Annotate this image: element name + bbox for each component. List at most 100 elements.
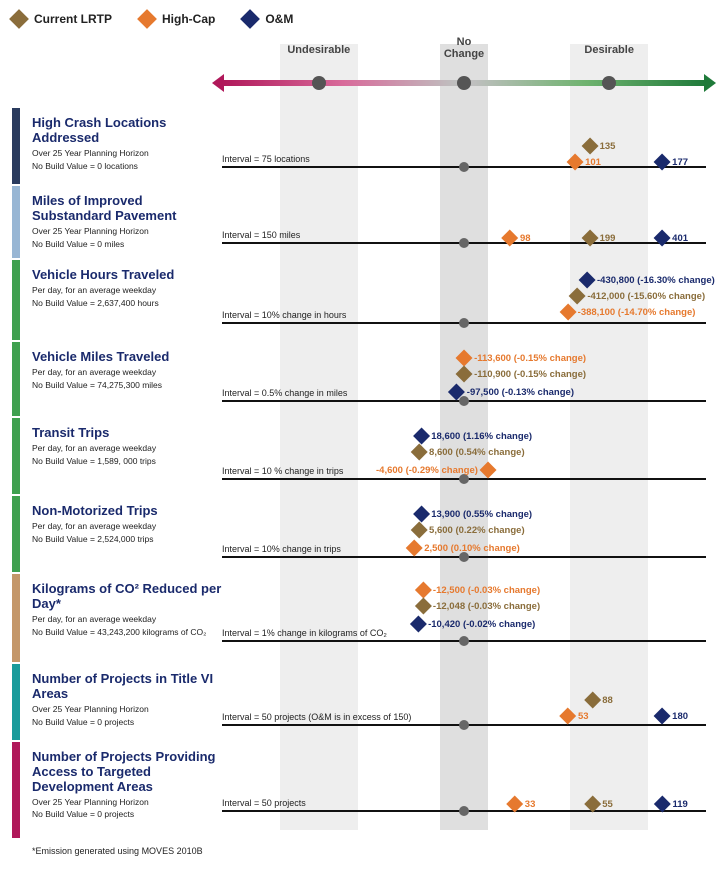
interval-label: Interval = 0.5% change in miles — [222, 388, 347, 398]
category-bar — [12, 418, 20, 494]
highcap-diamond-icon — [456, 350, 473, 367]
lrtp-diamond-icon — [581, 230, 598, 247]
lrtp-diamond-icon — [569, 288, 586, 305]
axis-tick-icon — [312, 76, 326, 90]
lrtp-diamond-icon — [581, 138, 598, 155]
marker-om: 180 — [656, 710, 688, 722]
metrics-list: High Crash Locations AddressedOver 25 Ye… — [12, 108, 708, 838]
metric-chart: Interval = 10% change in hours-430,800 (… — [222, 260, 706, 340]
marker-label: -12,048 (-0.03% change) — [433, 601, 540, 612]
interval-label: Interval = 10 % change in trips — [222, 466, 343, 476]
marker-label: 13,900 (0.55% change) — [431, 509, 532, 520]
marker-highcap: -4,600 (-0.29% change) — [376, 464, 494, 476]
metric-co2: Kilograms of CO² Reduced per Day*Per day… — [12, 574, 708, 662]
marker-label: -388,100 (-14.70% change) — [578, 307, 696, 318]
marker-label: -430,800 (-16.30% change) — [597, 275, 715, 286]
marker-lrtp: -110,900 (-0.15% change) — [458, 368, 586, 380]
lrtp-diamond-icon — [411, 522, 428, 539]
marker-label: 55 — [602, 799, 613, 810]
metric-title: Vehicle Hours Traveled — [32, 268, 222, 283]
metric-title: High Crash Locations Addressed — [32, 116, 222, 146]
interval-label: Interval = 50 projects — [222, 798, 306, 808]
marker-om: -97,500 (-0.13% change) — [451, 386, 574, 398]
legend-label: O&M — [265, 12, 293, 26]
highcap-diamond-icon — [137, 9, 157, 29]
metric-title: Number of Projects Providing Access to T… — [32, 750, 222, 795]
axis-tick-icon — [457, 76, 471, 90]
marker-label: 98 — [520, 233, 531, 244]
metric-vht: Vehicle Hours TraveledPer day, for an av… — [12, 260, 708, 340]
legend-label: High-Cap — [162, 12, 215, 26]
metric-titlevi: Number of Projects in Title VI AreasOver… — [12, 664, 708, 740]
lrtp-diamond-icon — [584, 796, 601, 813]
metric-transit: Transit TripsPer day, for an average wee… — [12, 418, 708, 494]
metric-title: Non-Motorized Trips — [32, 504, 222, 519]
marker-lrtp: 135 — [584, 140, 616, 152]
marker-label: -113,600 (-0.15% change) — [474, 353, 586, 364]
marker-label: 8,600 (0.54% change) — [429, 447, 525, 458]
marker-highcap: 33 — [509, 798, 536, 810]
highcap-diamond-icon — [406, 540, 423, 557]
no-change-dot-icon — [459, 318, 469, 328]
marker-label: -12,500 (-0.03% change) — [433, 585, 540, 596]
marker-om: 119 — [656, 798, 687, 810]
marker-highcap: 2,500 (0.10% change) — [408, 542, 520, 554]
footnote: *Emission generated using MOVES 2010B — [12, 846, 708, 856]
interval-label: Interval = 50 projects (O&M is in excess… — [222, 712, 411, 722]
lrtp-diamond-icon — [414, 598, 431, 615]
axis-column-label: NoChange — [419, 36, 509, 60]
metric-chart: Interval = 50 projects 33 55 119 — [222, 742, 706, 838]
axis-tick-icon — [602, 76, 616, 90]
lrtp-diamond-icon — [411, 444, 428, 461]
axis-column-label: Undesirable — [274, 44, 364, 56]
metric-chart: Interval = 50 projects (O&M is in excess… — [222, 664, 706, 740]
marker-lrtp: -412,000 (-15.60% change) — [571, 290, 705, 302]
marker-label: 33 — [525, 799, 536, 810]
axis-column-label: Desirable — [564, 44, 654, 56]
highcap-diamond-icon — [559, 304, 576, 321]
marker-highcap: 98 — [504, 232, 531, 244]
metric-title: Transit Trips — [32, 426, 222, 441]
marker-highcap: -113,600 (-0.15% change) — [458, 352, 586, 364]
marker-label: -10,420 (-0.02% change) — [428, 619, 535, 630]
highcap-diamond-icon — [501, 230, 518, 247]
metric-chart: Interval = 150 miles98199401 — [222, 186, 706, 258]
metric-title: Number of Projects in Title VI Areas — [32, 672, 222, 702]
om-diamond-icon — [654, 708, 671, 725]
marker-label: 5,600 (0.22% change) — [429, 525, 525, 536]
category-bar — [12, 742, 20, 838]
metric-title: Kilograms of CO² Reduced per Day* — [32, 582, 222, 612]
om-diamond-icon — [448, 384, 465, 401]
no-change-dot-icon — [459, 720, 469, 730]
highcap-diamond-icon — [479, 462, 496, 479]
marker-lrtp: -12,048 (-0.03% change) — [417, 600, 540, 612]
om-diamond-icon — [410, 616, 427, 633]
no-change-dot-icon — [459, 238, 469, 248]
marker-label: 101 — [585, 157, 601, 168]
legend-item-lrtp: Current LRTP — [12, 12, 112, 26]
marker-lrtp: 88 — [586, 694, 613, 706]
category-bar — [12, 664, 20, 740]
marker-highcap: -12,500 (-0.03% change) — [417, 584, 540, 596]
om-diamond-icon — [240, 9, 260, 29]
scale-axis: UndesirableNoChangeDesirable — [222, 50, 706, 106]
marker-label: 180 — [672, 711, 688, 722]
highcap-diamond-icon — [560, 708, 577, 725]
metric-pave: Miles of Improved Substandard PavementOv… — [12, 186, 708, 258]
marker-om: -430,800 (-16.30% change) — [581, 274, 715, 286]
metric-crash: High Crash Locations AddressedOver 25 Ye… — [12, 108, 708, 184]
metric-title: Vehicle Miles Traveled — [32, 350, 222, 365]
marker-label: 119 — [672, 799, 687, 810]
lrtp-diamond-icon — [9, 9, 29, 29]
marker-label: 53 — [578, 711, 589, 722]
legend-item-om: O&M — [243, 12, 293, 26]
om-diamond-icon — [654, 154, 671, 171]
om-diamond-icon — [413, 428, 430, 445]
marker-highcap: 53 — [562, 710, 589, 722]
metric-title: Miles of Improved Substandard Pavement — [32, 194, 222, 224]
marker-om: 18,600 (1.16% change) — [415, 430, 532, 442]
lrtp-diamond-icon — [456, 366, 473, 383]
marker-label: -110,900 (-0.15% change) — [474, 369, 586, 380]
highcap-diamond-icon — [506, 796, 523, 813]
metric-tda: Number of Projects Providing Access to T… — [12, 742, 708, 838]
